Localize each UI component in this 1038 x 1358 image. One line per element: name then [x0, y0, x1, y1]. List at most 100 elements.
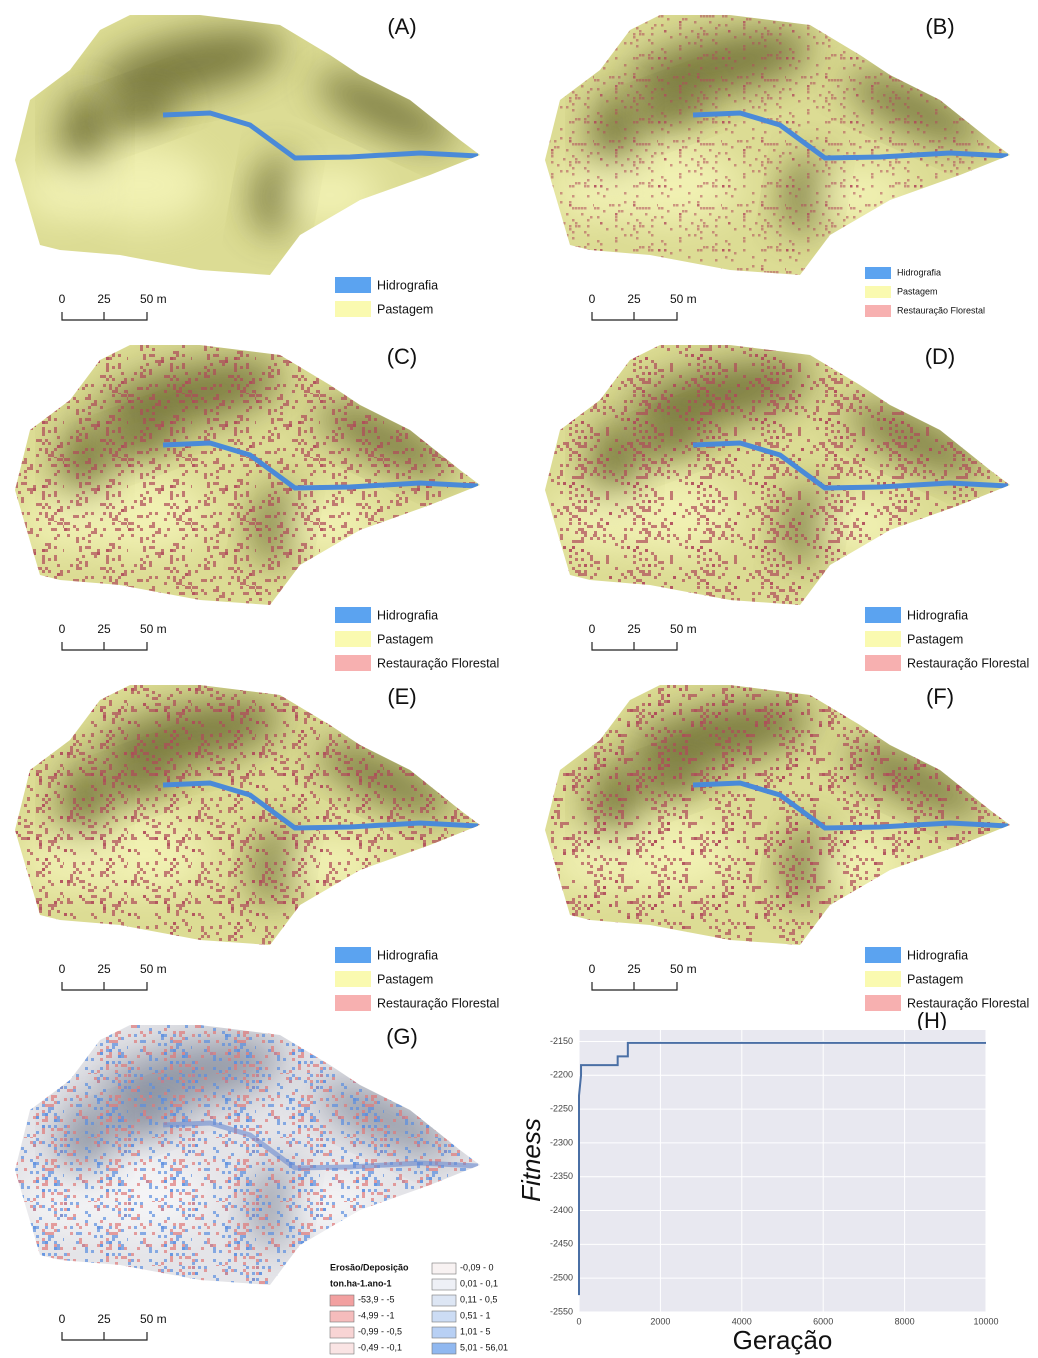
legend-swatch — [335, 607, 371, 623]
scale-label: 25 — [97, 292, 111, 306]
y-tick-label: -2400 — [550, 1205, 573, 1215]
legend-swatch — [335, 655, 371, 671]
x-tick-label: 2000 — [650, 1316, 670, 1326]
legend-swatch — [335, 277, 371, 293]
legend-label: Hidrografia — [907, 608, 968, 622]
legend-swatch — [865, 971, 901, 987]
relief-light — [280, 165, 380, 225]
legend-swatch — [432, 1311, 456, 1322]
x-tick-label: 10000 — [973, 1316, 998, 1326]
map — [0, 330, 500, 620]
legend-label: -53,9 - -5 — [358, 1294, 395, 1304]
map — [530, 670, 1030, 960]
legend-label: 0,11 - 0,5 — [460, 1294, 497, 1304]
legend-swatch — [330, 1327, 354, 1338]
chart-title: (H) — [917, 1008, 948, 1033]
speckle-layer — [530, 670, 1030, 960]
legend-swatch — [335, 301, 371, 317]
scale-label: 0 — [589, 292, 596, 306]
legend-title: Erosão/Deposição — [330, 1262, 409, 1272]
scale-label: 50 m — [670, 622, 697, 636]
scale-bar — [62, 1332, 147, 1340]
scale-bar — [592, 312, 677, 320]
legend-label: Pastagem — [897, 286, 938, 296]
legend-swatch — [865, 631, 901, 647]
x-tick-label: 8000 — [895, 1316, 915, 1326]
scale-label: 50 m — [670, 962, 697, 976]
y-tick-label: -2250 — [550, 1103, 573, 1113]
scale-label: 0 — [59, 962, 66, 976]
legend-label: Hidrografia — [377, 278, 438, 292]
legend-swatch — [330, 1295, 354, 1306]
y-tick-label: -2150 — [550, 1036, 573, 1046]
speckle-layer — [0, 330, 500, 620]
scale-label: 25 — [627, 292, 641, 306]
legend-label: Restauração Florestal — [897, 305, 985, 315]
legend-label: 1,01 - 5 — [460, 1326, 491, 1336]
scale-label: 25 — [627, 962, 641, 976]
panel-label: (D) — [925, 344, 956, 369]
scale-bar — [62, 642, 147, 650]
scale-label: 50 m — [140, 962, 167, 976]
legend-label: Hidrografia — [907, 948, 968, 962]
legend-label: 0,51 - 1 — [460, 1310, 491, 1320]
speckle-layer — [530, 0, 1030, 290]
scale-label: 0 — [59, 292, 66, 306]
panel-label: (G) — [386, 1024, 418, 1049]
panel-label: (E) — [387, 684, 416, 709]
legend-swatch — [432, 1279, 456, 1290]
panel-label: (A) — [387, 14, 416, 39]
legend-swatch — [865, 947, 901, 963]
legend-label: Restauração Florestal — [377, 656, 499, 670]
legend-label: Pastagem — [907, 972, 963, 986]
scale-label: 50 m — [140, 292, 167, 306]
scale-label: 25 — [97, 1312, 111, 1326]
legend-swatch — [865, 607, 901, 623]
map — [530, 330, 1030, 620]
legend-swatch — [865, 995, 901, 1011]
scale-label: 50 m — [670, 292, 697, 306]
legend-label: Hidrografia — [897, 267, 941, 277]
y-tick-label: -2350 — [550, 1171, 573, 1181]
map — [530, 0, 1030, 290]
scale-label: 0 — [59, 1312, 66, 1326]
legend-swatch — [432, 1343, 456, 1354]
legend-label: -0,99 - -0,5 — [358, 1326, 402, 1336]
relief-light — [20, 160, 100, 220]
legend-swatch — [335, 995, 371, 1011]
y-axis-label: Fitness — [516, 1118, 546, 1202]
speckle-layer — [530, 330, 1030, 620]
legend-swatch — [432, 1295, 456, 1306]
x-axis-label: Geração — [733, 1325, 833, 1355]
scale-bar — [62, 312, 147, 320]
scale-label: 0 — [59, 622, 66, 636]
panel-label: (F) — [926, 684, 954, 709]
legend-swatch — [865, 267, 891, 279]
y-tick-label: -2200 — [550, 1070, 573, 1080]
map — [0, 670, 500, 960]
legend-label: -4,99 - -1 — [358, 1310, 395, 1320]
y-tick-label: -2500 — [550, 1273, 573, 1283]
legend-label: Pastagem — [377, 972, 433, 986]
legend-label: 0,01 - 0,1 — [460, 1278, 498, 1288]
y-tick-label: -2550 — [550, 1306, 573, 1316]
legend-swatch — [330, 1343, 354, 1354]
legend-swatch — [432, 1263, 456, 1274]
scale-label: 50 m — [140, 622, 167, 636]
scale-bar — [592, 642, 677, 650]
scale-label: 25 — [97, 622, 111, 636]
speckle-layer — [0, 1010, 500, 1300]
figure: (A) 0 25 50 m Hidrografia Pastagem (B) 0 25 50 m H… — [0, 0, 1038, 1358]
scale-label: 25 — [97, 962, 111, 976]
legend-label: Restauração Florestal — [907, 656, 1029, 670]
legend-swatch — [865, 305, 891, 317]
scale-label: 0 — [589, 962, 596, 976]
legend-swatch — [865, 655, 901, 671]
panel-label: (B) — [925, 14, 954, 39]
legend-label: Pastagem — [377, 632, 433, 646]
speckle-layer — [0, 670, 500, 960]
